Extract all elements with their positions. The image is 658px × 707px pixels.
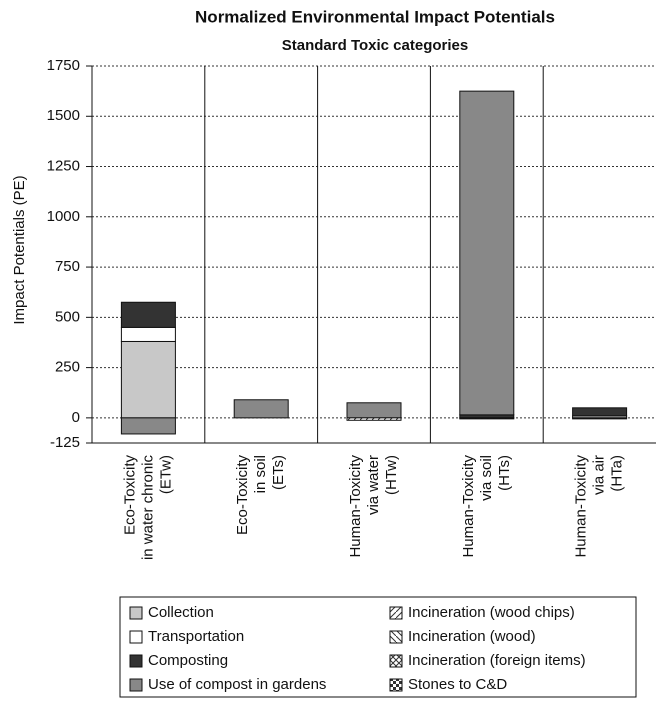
- bar-segment: [572, 417, 628, 420]
- x-tick-label: Eco-Toxicity: [234, 455, 251, 536]
- y-tick-label: 250: [55, 359, 80, 376]
- chart-subtitle: Standard Toxic categories: [282, 37, 468, 54]
- legend-swatch: [129, 606, 143, 620]
- legend-label: Composting: [148, 652, 228, 669]
- legend-swatch: [129, 678, 143, 692]
- x-tick-label: via air: [591, 455, 608, 495]
- legend-box: [119, 596, 637, 698]
- chart-title: Normalized Environmental Impact Potentia…: [195, 7, 555, 26]
- x-tick-label: (HTs): [496, 455, 513, 491]
- bar-segment: [346, 417, 402, 421]
- legend-swatch: [129, 654, 143, 668]
- x-tick-label: (HTw): [383, 455, 400, 495]
- bar-segment: [233, 399, 289, 419]
- x-tick-label: Human-Toxicity: [573, 455, 590, 558]
- y-tick-label: -125: [50, 434, 80, 451]
- bar-segment: [572, 407, 628, 417]
- legend-label: Stones to C&D: [408, 676, 507, 693]
- x-tick-label: (HTa): [609, 455, 626, 492]
- legend-label: Incineration (wood chips): [408, 604, 575, 621]
- legend-label: Incineration (foreign items): [408, 652, 586, 669]
- legend-swatch: [129, 630, 143, 644]
- bar-segment: [346, 402, 402, 419]
- legend-swatch: [389, 654, 403, 668]
- x-tick-label: Eco-Toxicity: [121, 455, 138, 536]
- y-tick-label: 1000: [47, 208, 80, 225]
- legend-label: Incineration (wood): [408, 628, 536, 645]
- y-tick-label: 1750: [47, 57, 80, 74]
- y-axis-label: Impact Potentials (PE): [11, 175, 28, 324]
- x-tick-label: via soil: [478, 455, 495, 501]
- bar-segment: [120, 417, 176, 435]
- legend-swatch: [389, 678, 403, 692]
- y-tick-label: 500: [55, 308, 80, 325]
- x-tick-label: Human-Toxicity: [460, 455, 477, 558]
- legend-label: Use of compost in gardens: [148, 676, 326, 693]
- legend-swatch: [389, 606, 403, 620]
- bar-segment: [120, 326, 176, 342]
- legend-swatch: [389, 630, 403, 644]
- y-tick-label: 750: [55, 258, 80, 275]
- y-tick-label: 0: [72, 409, 80, 426]
- bar-segment: [459, 417, 515, 420]
- x-tick-label: Human-Toxicity: [347, 455, 364, 558]
- x-tick-label: (ETw): [157, 455, 174, 494]
- bar-segment: [120, 301, 176, 328]
- bar-segment: [459, 90, 515, 416]
- y-tick-label: 1500: [47, 107, 80, 124]
- bar-segment: [120, 340, 176, 419]
- y-tick-label: 1250: [47, 158, 80, 175]
- x-tick-label: via water: [365, 455, 382, 515]
- x-tick-label: (ETs): [270, 455, 287, 490]
- x-tick-label: in water chronic: [139, 455, 156, 561]
- legend-label: Transportation: [148, 628, 244, 645]
- x-tick-label: in soil: [252, 455, 269, 493]
- legend-label: Collection: [148, 604, 214, 621]
